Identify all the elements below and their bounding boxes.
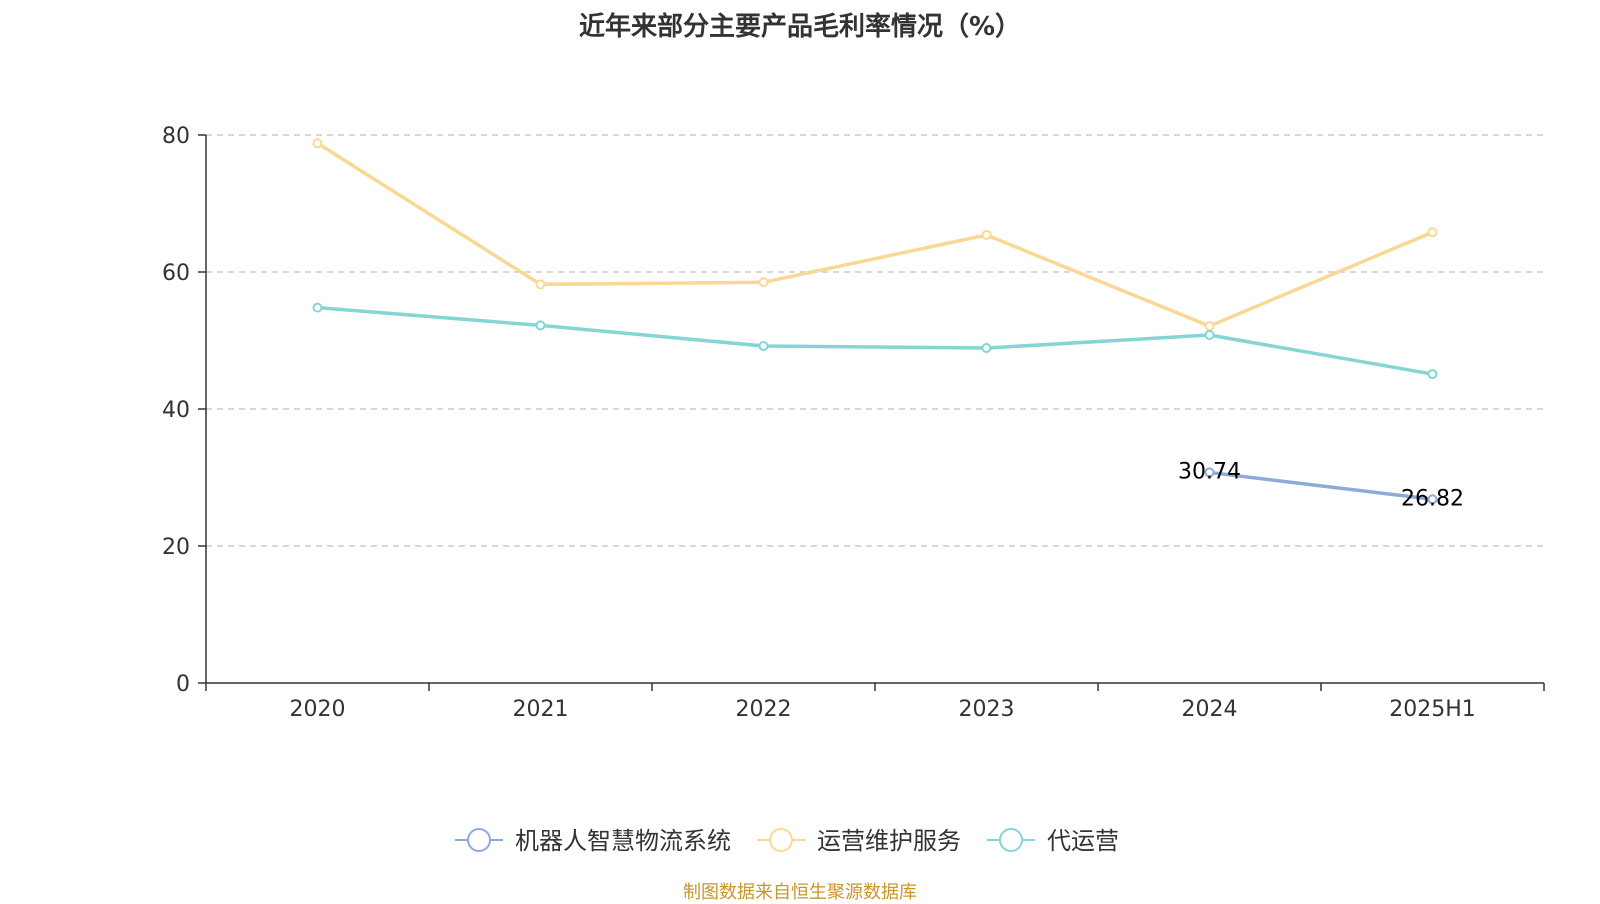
data-point	[758, 340, 769, 351]
x-tick-label: 2022	[736, 697, 792, 722]
legend-marker-icon	[467, 828, 491, 852]
data-label: 30.74	[1178, 459, 1241, 484]
data-point	[535, 279, 546, 290]
grid-lines	[206, 134, 1544, 547]
y-tick-label: 80	[162, 124, 190, 149]
series-line-2	[317, 305, 1433, 376]
x-tick-label: 2021	[513, 697, 569, 722]
data-point	[1427, 494, 1438, 505]
data-labels: 30.74 26.82	[1178, 459, 1464, 511]
data-point	[535, 320, 546, 331]
y-tick-label: 0	[176, 672, 190, 697]
legend-item-0[interactable]: 机器人智慧物流系统	[455, 827, 731, 855]
data-point	[981, 343, 992, 354]
data-point	[758, 277, 769, 288]
data-point	[981, 230, 992, 241]
data-point	[1427, 227, 1438, 238]
y-tick-label: 60	[162, 261, 190, 286]
data-point	[1204, 321, 1215, 332]
data-point	[312, 138, 323, 149]
legend-marker-icon	[769, 828, 793, 852]
data-point	[312, 302, 323, 313]
data-label: 26.82	[1401, 486, 1464, 511]
x-tick-label: 2024	[1182, 697, 1238, 722]
data-point	[1204, 467, 1215, 478]
series-line-1	[316, 141, 1434, 328]
legend-label: 代运营	[1047, 827, 1119, 855]
x-tick-label: 2023	[959, 697, 1015, 722]
legend-label: 运营维护服务	[817, 827, 961, 855]
x-tick-label: 2025H1	[1389, 697, 1476, 722]
legend[interactable]: 机器人智慧物流系统 运营维护服务 代运营	[455, 827, 1119, 855]
data-point	[1204, 330, 1215, 341]
legend-marker-icon	[999, 828, 1023, 852]
legend-item-1[interactable]: 运营维护服务	[757, 827, 961, 855]
legend-label: 机器人智慧物流系统	[515, 827, 731, 855]
chart-title: 近年来部分主要产品毛利率情况（%）	[578, 12, 1022, 42]
y-tick-label: 20	[162, 535, 190, 560]
legend-item-2[interactable]: 代运营	[987, 827, 1119, 855]
x-tick-label: 2020	[290, 697, 346, 722]
source-note: 制图数据来自恒生聚源数据库	[683, 882, 917, 903]
y-tick-label: 40	[162, 398, 190, 423]
axes: 0 20 40 60 80 2020 2021 2022 2023 2024 2025H1	[162, 124, 1545, 722]
series-line-0	[1209, 470, 1433, 502]
data-point	[1427, 369, 1438, 380]
series-lines	[312, 138, 1438, 505]
